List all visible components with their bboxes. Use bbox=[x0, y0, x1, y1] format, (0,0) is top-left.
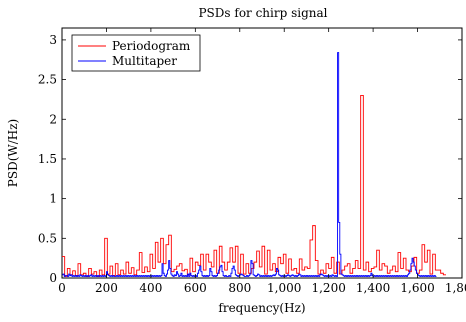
x-tick-label: 1,400 bbox=[356, 281, 390, 295]
plot-frame bbox=[61, 27, 463, 279]
series-layer bbox=[62, 52, 446, 277]
y-tick-label: 2.5 bbox=[38, 73, 57, 87]
legend: Periodogram Multitaper bbox=[71, 34, 201, 72]
legend-label-periodogram: Periodogram bbox=[112, 39, 191, 53]
x-tick-label: 1,000 bbox=[267, 281, 301, 295]
y-tick-label: 0 bbox=[49, 271, 57, 285]
x-tick-label: 600 bbox=[184, 281, 207, 295]
x-tick-label: 800 bbox=[228, 281, 251, 295]
x-tick-label: 400 bbox=[139, 281, 162, 295]
x-axis-label: frequency(Hz) bbox=[218, 301, 305, 315]
series-line-periodogram bbox=[62, 95, 446, 277]
x-tick-label: 1,800 bbox=[445, 281, 466, 295]
chart-title: PSDs for chirp signal bbox=[198, 6, 327, 20]
x-tick-label: 1,600 bbox=[400, 281, 434, 295]
legend-label-multitaper: Multitaper bbox=[112, 54, 177, 68]
y-tick-label: 0.5 bbox=[38, 231, 57, 245]
y-tick-label: 1.5 bbox=[38, 152, 57, 166]
series-line-multitaper bbox=[62, 52, 437, 277]
y-tick-label: 1 bbox=[49, 192, 57, 206]
x-tick-label: 1,200 bbox=[311, 281, 345, 295]
x-tick-label: 200 bbox=[95, 281, 118, 295]
y-tick-label: 3 bbox=[49, 33, 57, 47]
y-tick-label: 2 bbox=[49, 112, 57, 126]
y-axis-label: PSD(W/Hz) bbox=[6, 119, 20, 187]
x-tick-label: 0 bbox=[58, 281, 66, 295]
legend-box bbox=[71, 34, 201, 72]
x-axis-ticks: 0 200 400 600 800 1,000 1,200 1,400 1,600 1,800 bbox=[58, 28, 466, 295]
y-axis-ticks: 0 0.5 1 1.5 2 2.5 3 bbox=[38, 33, 462, 285]
